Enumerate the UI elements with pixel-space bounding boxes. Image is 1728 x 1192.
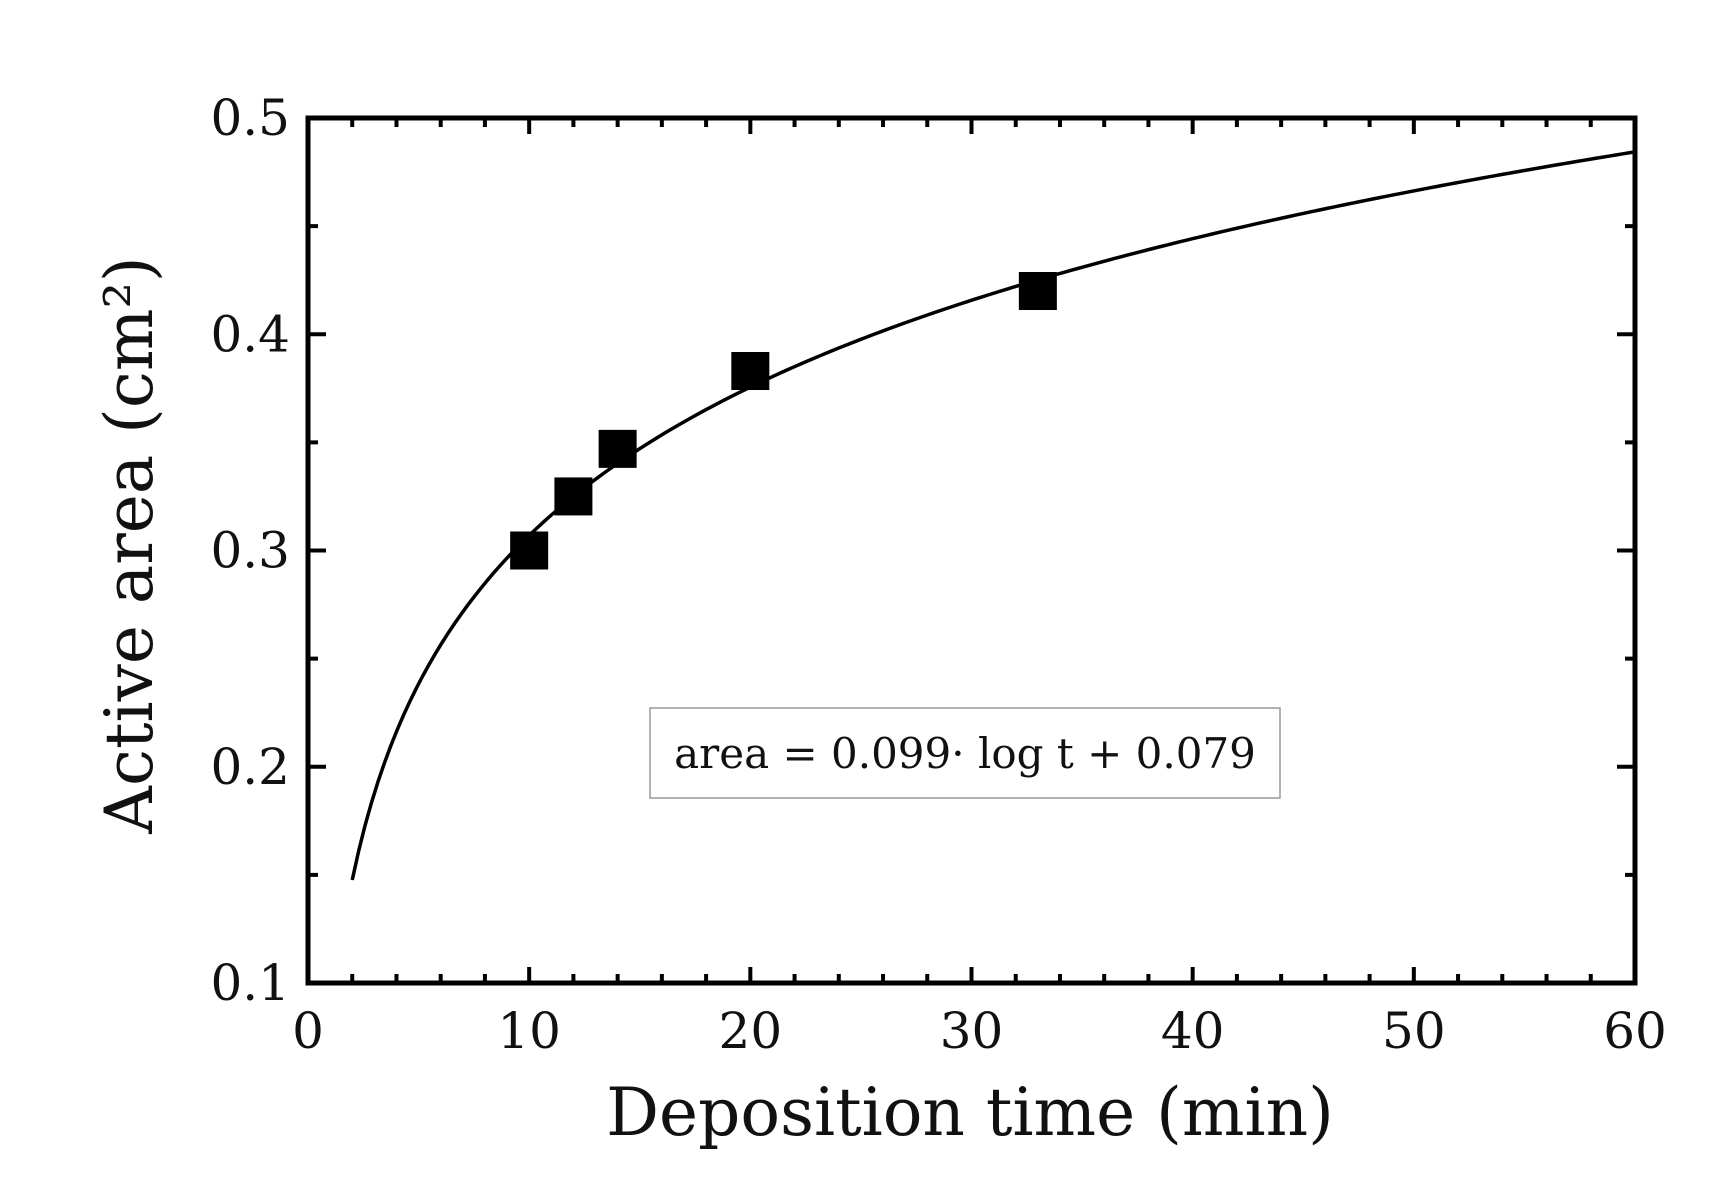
y-axis-title: Active area (cm²) [91, 256, 168, 834]
y-tick-label: 0.3 [210, 522, 290, 580]
data-point [510, 531, 549, 570]
y-tick-label: 0.2 [210, 738, 290, 796]
fit-equation-text: area = 0.099· log t + 0.079 [674, 729, 1256, 778]
plot-frame [305, 115, 1638, 986]
x-tick-label: 20 [719, 1002, 783, 1060]
equation-box-frame [649, 707, 1281, 799]
x-axis-title: Deposition time (min) [606, 1074, 1334, 1151]
x-tick-label: 30 [940, 1002, 1004, 1060]
x-tick-label: 60 [1603, 1002, 1667, 1060]
x-tick-label: 10 [497, 1002, 561, 1060]
x-tick-label: 50 [1382, 1002, 1446, 1060]
tick-layer [308, 118, 1635, 983]
y-tick-label: 0.1 [210, 954, 290, 1012]
data-point [598, 429, 637, 468]
data-point [1018, 272, 1057, 310]
data-point [731, 352, 770, 391]
x-tick-label: 0 [292, 1002, 324, 1060]
label-layer: 0 10 20 30 40 50 60 0.1 0.2 0.3 0.4 0.5 [210, 89, 1666, 1060]
fit-equation-box: area = 0.099· log t + 0.079 [649, 707, 1281, 799]
plot-layer [305, 115, 1638, 986]
marker-layer [510, 272, 1057, 570]
x-tick-label: 40 [1161, 1002, 1225, 1060]
data-point [554, 477, 593, 516]
y-tick-label: 0.5 [210, 89, 290, 147]
y-tick-label: 0.4 [210, 305, 290, 363]
